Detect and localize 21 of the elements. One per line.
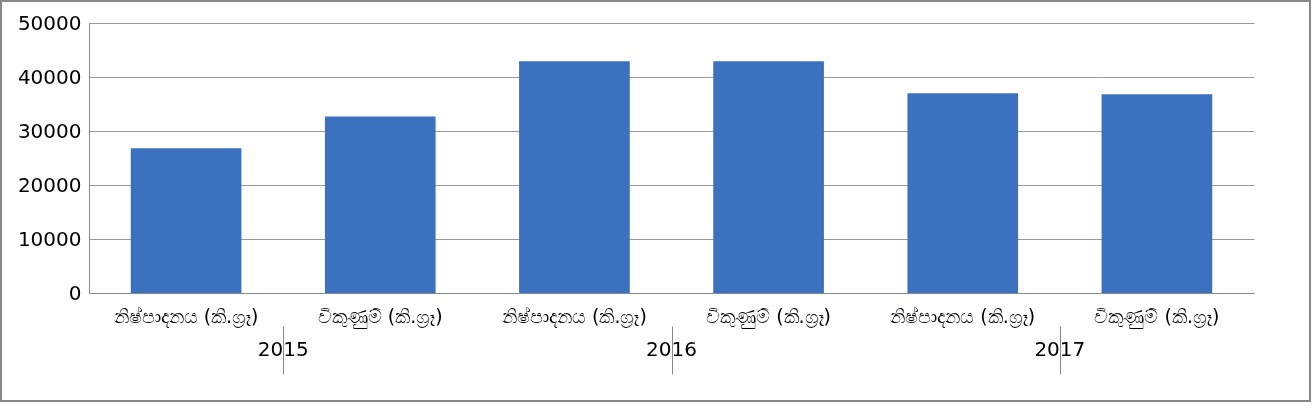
bar	[130, 148, 242, 293]
x-tick-label: නිෂ්පාදනය (කි.ග්‍රෑ)	[113, 304, 259, 328]
x-tick-label: නිෂ්පාදනය (කි.ග්‍රෑ)	[890, 304, 1036, 328]
text: 2016	[646, 337, 697, 361]
text: 2017	[1034, 337, 1086, 361]
y-tick-label: 10000	[17, 226, 82, 251]
y-tick-label: 0	[68, 280, 82, 305]
bar	[1101, 94, 1213, 293]
bar	[713, 61, 824, 293]
x-tick-label: විකුණුම් (කි.ග්‍රෑ)	[317, 304, 443, 329]
x-tick-label: නිෂ්පාදනය (කි.ග්‍රෑ)	[501, 304, 647, 328]
bar	[519, 61, 630, 293]
bar	[324, 116, 436, 293]
x-tick-label: විකුණුම් (කි.ග්‍රෑ)	[1094, 304, 1220, 329]
y-tick-label: 40000	[17, 64, 82, 89]
y-tick-label: 20000	[17, 172, 82, 197]
y-tick-label: 30000	[17, 118, 82, 143]
y-tick-label: 50000	[17, 10, 82, 35]
x-tick-label: විකුණුම් (කි.ග්‍රෑ)	[706, 304, 832, 329]
text: 2015	[257, 337, 309, 361]
bar	[907, 93, 1019, 293]
